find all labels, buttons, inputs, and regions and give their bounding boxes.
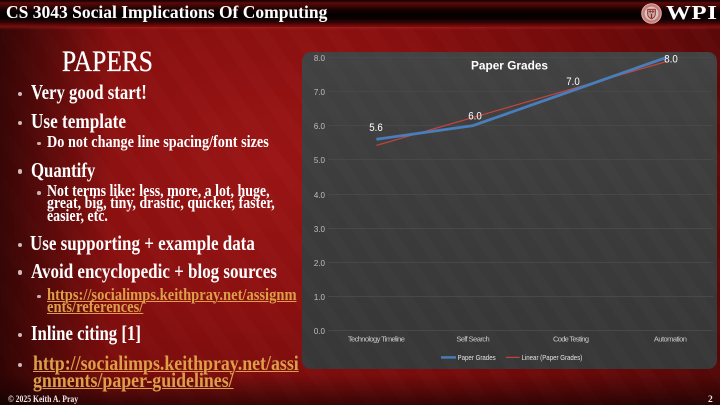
svg-text:Self Search: Self Search [456, 335, 489, 344]
svg-text:8.0: 8.0 [314, 54, 326, 63]
svg-text:6.0: 6.0 [468, 111, 482, 123]
svg-text:0.0: 0.0 [314, 327, 326, 336]
svg-text:7.0: 7.0 [314, 88, 326, 97]
svg-text:Technology Timeline: Technology Timeline [348, 335, 405, 344]
svg-text:Automation: Automation [654, 335, 687, 344]
svg-text:1.0: 1.0 [314, 293, 326, 302]
svg-text:Paper Grades: Paper Grades [458, 353, 496, 362]
svg-text:Code Testing: Code Testing [553, 335, 589, 344]
svg-text:4.0: 4.0 [314, 191, 326, 200]
svg-text:6.0: 6.0 [314, 122, 326, 131]
svg-text:3.0: 3.0 [314, 225, 326, 234]
svg-text:Paper Grades: Paper Grades [471, 59, 548, 73]
svg-text:5.6: 5.6 [369, 122, 383, 134]
svg-text:8.0: 8.0 [664, 54, 678, 66]
svg-text:Linear (Paper Grades): Linear (Paper Grades) [522, 353, 583, 362]
svg-text:5.0: 5.0 [314, 156, 326, 165]
svg-text:7.0: 7.0 [566, 76, 580, 88]
svg-text:2.0: 2.0 [314, 259, 326, 268]
